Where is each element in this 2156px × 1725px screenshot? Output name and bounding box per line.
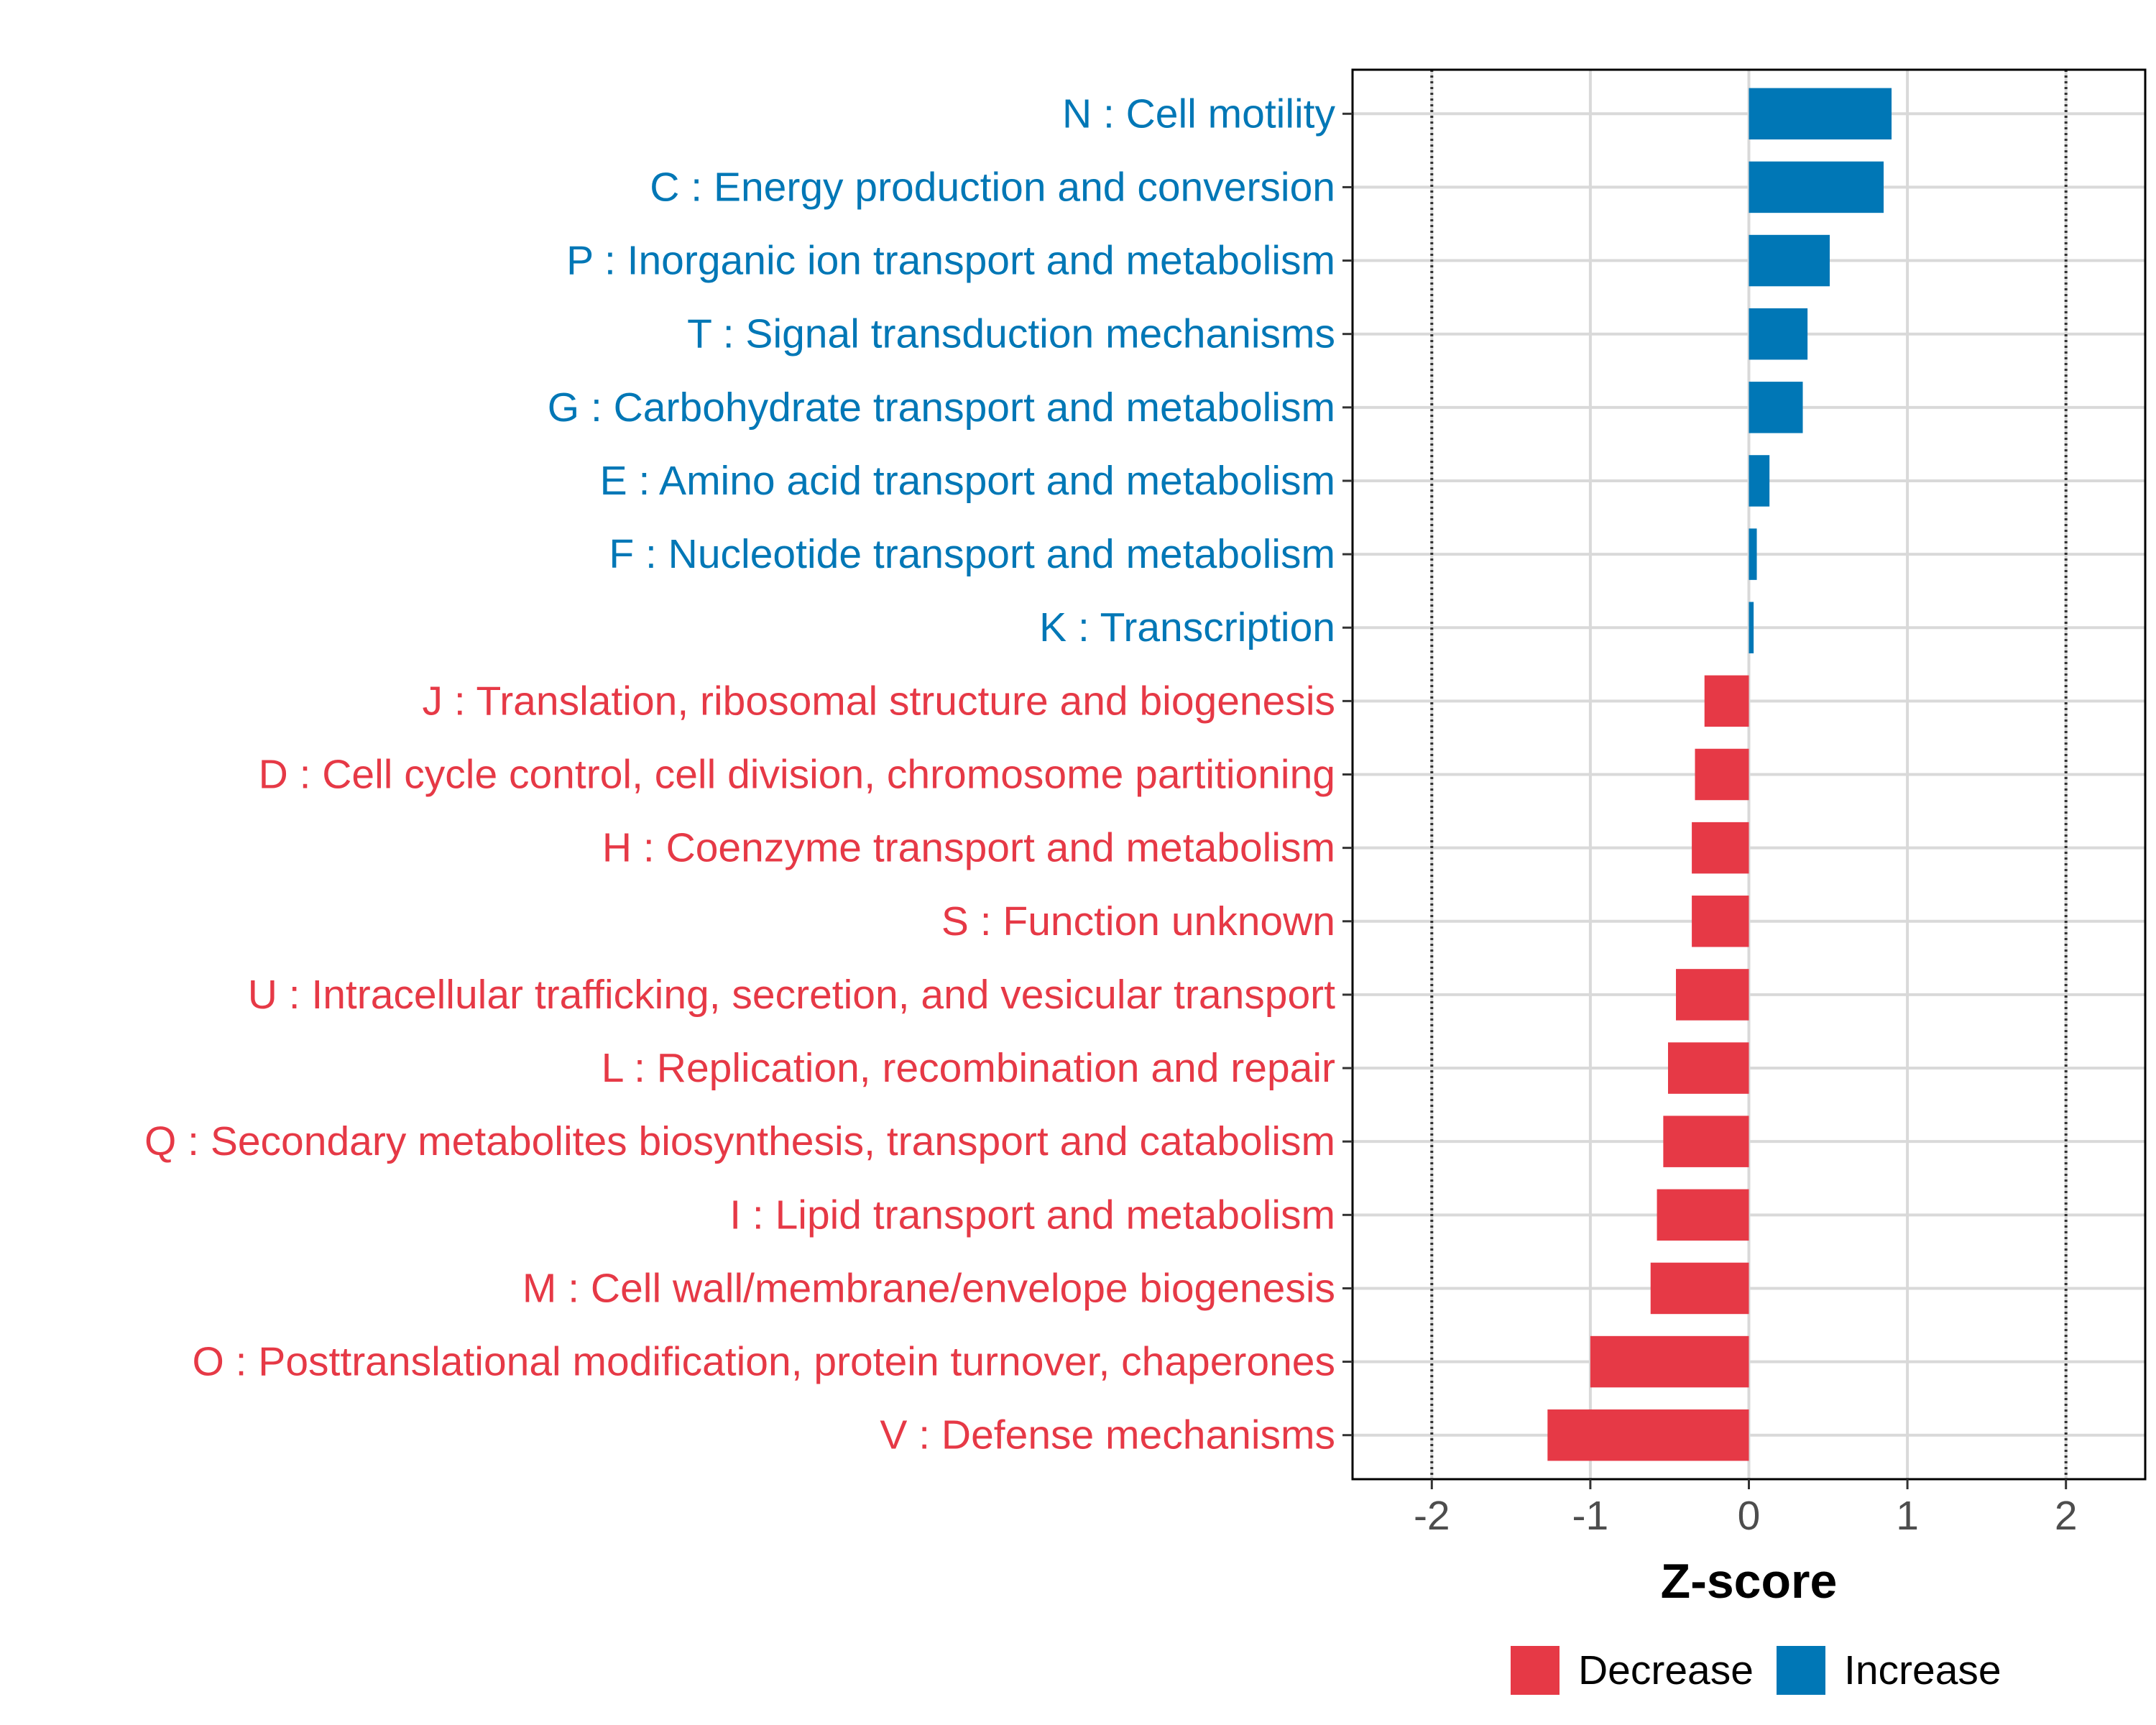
category-label-7: K : Transcription — [1039, 604, 1335, 650]
bar-13 — [1667, 1042, 1749, 1094]
bar-8 — [1704, 675, 1749, 727]
x-tick-label-1: -1 — [1572, 1493, 1609, 1539]
x-tick-label-2: 0 — [1738, 1493, 1761, 1539]
x-axis-ticks: -2 -1 0 1 2 — [1414, 1479, 2078, 1539]
y-axis-ticks: N : Cell motility C : Energy production a… — [144, 91, 1353, 1458]
bar-0 — [1749, 88, 1892, 140]
category-label-17: O : Posttranslational modification, prot… — [192, 1339, 1335, 1385]
category-label-6: F : Nucleotide transport and metabolism — [609, 531, 1335, 577]
category-label-18: V : Defense mechanisms — [880, 1412, 1335, 1458]
legend-key-decrease — [1511, 1646, 1560, 1695]
category-label-14: Q : Secondary metabolites biosynthesis, … — [144, 1118, 1335, 1164]
bar-17 — [1590, 1335, 1749, 1388]
category-label-12: U : Intracellular trafficking, secretion… — [248, 972, 1335, 1018]
category-label-13: L : Replication, recombination and repai… — [602, 1045, 1335, 1091]
legend-label-decrease: Decrease — [1578, 1647, 1754, 1693]
x-tick-label-3: 1 — [1896, 1493, 1919, 1539]
bar-3 — [1749, 308, 1808, 360]
category-label-0: N : Cell motility — [1062, 91, 1336, 137]
x-tick-label-0: -2 — [1414, 1493, 1450, 1539]
category-label-8: J : Translation, ribosomal structure and… — [423, 678, 1335, 724]
reference-lines — [1430, 70, 2068, 1479]
category-label-4: G : Carbohydrate transport and metabolis… — [548, 385, 1335, 431]
x-axis-title: Z-score — [1661, 1554, 1838, 1609]
category-label-9: D : Cell cycle control, cell division, c… — [259, 752, 1335, 798]
bar-9 — [1695, 748, 1749, 801]
legend-label-increase: Increase — [1844, 1647, 2001, 1693]
bar-11 — [1692, 896, 1749, 947]
bar-10 — [1692, 822, 1749, 874]
bar-16 — [1650, 1262, 1749, 1315]
legend-key-increase — [1777, 1646, 1825, 1695]
category-label-11: S : Function unknown — [941, 898, 1335, 944]
bar-1 — [1749, 161, 1884, 213]
bar-14 — [1663, 1116, 1749, 1167]
x-tick-label-4: 2 — [2055, 1493, 2078, 1539]
category-label-15: I : Lipid transport and metabolism — [729, 1192, 1335, 1238]
category-label-10: H : Coenzyme transport and metabolism — [602, 825, 1335, 871]
bar-5 — [1749, 455, 1770, 507]
category-label-2: P : Inorganic ion transport and metaboli… — [566, 238, 1335, 284]
bar-2 — [1749, 234, 1830, 287]
bar-6 — [1749, 528, 1757, 580]
bars — [1547, 88, 1892, 1461]
bar-15 — [1657, 1189, 1749, 1241]
bar-18 — [1547, 1409, 1749, 1461]
category-label-5: E : Amino acid transport and metabolism — [600, 458, 1335, 504]
legend: Decrease Increase — [1511, 1646, 2001, 1695]
category-label-3: T : Signal transduction mechanisms — [687, 311, 1335, 357]
bar-12 — [1676, 969, 1749, 1021]
category-label-16: M : Cell wall/membrane/envelope biogenes… — [522, 1265, 1335, 1311]
bar-4 — [1749, 382, 1803, 433]
category-label-1: C : Energy production and conversion — [650, 164, 1335, 210]
bar-7 — [1749, 602, 1754, 653]
